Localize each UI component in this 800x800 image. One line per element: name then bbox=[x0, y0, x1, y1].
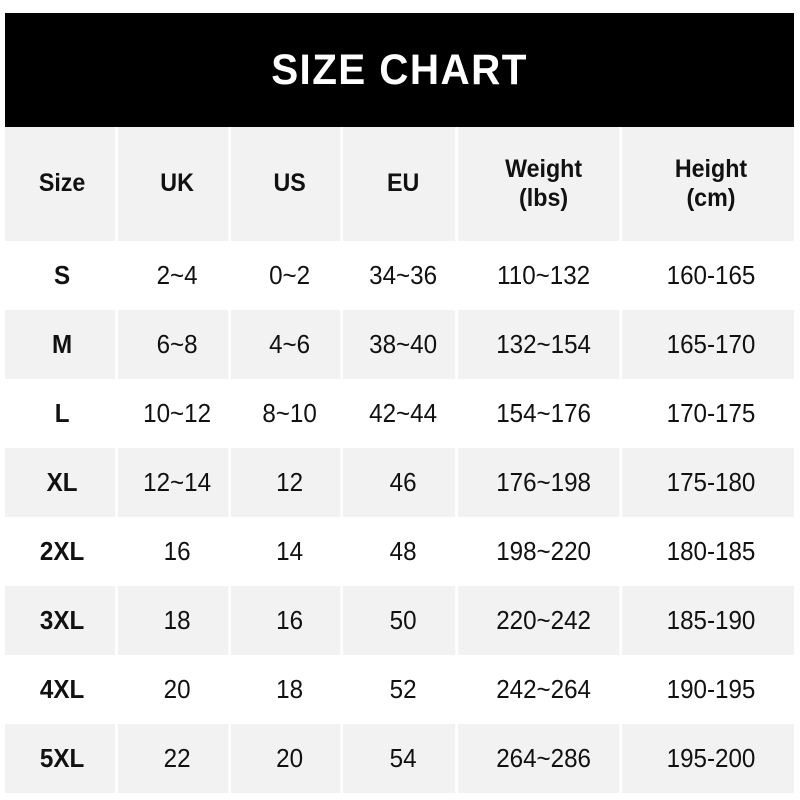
column-header-size: Size bbox=[9, 127, 118, 241]
cell-eu: 50 bbox=[351, 586, 458, 655]
table-row: 2XL 16 14 48 198~220 180-185 bbox=[5, 517, 794, 586]
cell-size: 4XL bbox=[9, 655, 118, 724]
cell-us: 18 bbox=[239, 655, 344, 724]
cell-weight: 154~176 bbox=[468, 379, 623, 448]
column-header-uk: UK bbox=[126, 127, 232, 241]
table-row: L 10~12 8~10 42~44 154~176 170-175 bbox=[5, 379, 794, 448]
table-row: 4XL 20 18 52 242~264 190-195 bbox=[5, 655, 794, 724]
table-row: 5XL 22 20 54 264~286 195-200 bbox=[5, 724, 794, 793]
column-header-weight-label: Weight bbox=[505, 154, 583, 183]
cell-eu: 54 bbox=[351, 724, 458, 793]
cell-us: 8~10 bbox=[239, 379, 344, 448]
cell-size: L bbox=[9, 379, 118, 448]
table-row: S 2~4 0~2 34~36 110~132 160-165 bbox=[5, 241, 794, 310]
cell-eu: 38~40 bbox=[351, 310, 458, 379]
table-header: Size UK US EU Weight (lbs) Height (cm) bbox=[5, 127, 794, 241]
cell-eu: 34~36 bbox=[351, 241, 458, 310]
column-header-us-label: US bbox=[273, 169, 306, 198]
cell-height: 185-190 bbox=[666, 605, 756, 635]
cell-uk: 10~12 bbox=[126, 379, 232, 448]
cell-weight: 110~132 bbox=[468, 241, 623, 310]
cell-uk: 16 bbox=[126, 517, 232, 586]
cell-size: 5XL bbox=[9, 724, 118, 793]
cell-size: M bbox=[9, 310, 118, 379]
cell-eu: 52 bbox=[351, 655, 458, 724]
cell-height: 165-170 bbox=[666, 329, 756, 359]
cell-height: 170-175 bbox=[666, 398, 756, 428]
cell-eu: 46 bbox=[351, 448, 458, 517]
cell-size: S bbox=[9, 241, 118, 310]
cell-size: XL bbox=[9, 448, 118, 517]
cell-weight: 176~198 bbox=[468, 448, 623, 517]
column-header-size-label: Size bbox=[38, 169, 86, 198]
size-chart-container: SIZE CHART Size UK US EU bbox=[5, 13, 794, 793]
cell-size: 2XL bbox=[9, 517, 118, 586]
cell-weight: 242~264 bbox=[468, 655, 623, 724]
column-header-eu: EU bbox=[351, 127, 458, 241]
cell-height: 175-180 bbox=[666, 467, 756, 497]
column-header-height: Height (cm) bbox=[634, 127, 788, 241]
cell-weight: 198~220 bbox=[468, 517, 623, 586]
cell-uk: 12~14 bbox=[126, 448, 232, 517]
column-header-weight: Weight (lbs) bbox=[468, 127, 623, 241]
column-header-height-unit: (cm) bbox=[686, 184, 736, 212]
table-row: M 6~8 4~6 38~40 132~154 165-170 bbox=[5, 310, 794, 379]
cell-weight: 220~242 bbox=[468, 586, 623, 655]
cell-height: 180-185 bbox=[666, 536, 756, 566]
cell-uk: 22 bbox=[126, 724, 232, 793]
cell-uk: 20 bbox=[126, 655, 232, 724]
column-header-eu-label: EU bbox=[386, 169, 420, 198]
cell-height: 190-195 bbox=[666, 674, 756, 704]
cell-weight: 132~154 bbox=[468, 310, 623, 379]
table-row: 3XL 18 16 50 220~242 185-190 bbox=[5, 586, 794, 655]
column-header-weight-unit: (lbs) bbox=[519, 184, 569, 212]
cell-uk: 2~4 bbox=[126, 241, 232, 310]
size-chart-table: Size UK US EU Weight (lbs) Height (cm) bbox=[5, 127, 794, 793]
cell-height: 160-165 bbox=[666, 260, 756, 290]
cell-uk: 6~8 bbox=[126, 310, 232, 379]
cell-us: 4~6 bbox=[239, 310, 344, 379]
table-header-row: Size UK US EU Weight (lbs) Height (cm) bbox=[5, 127, 794, 241]
page-title: SIZE CHART bbox=[271, 45, 528, 94]
cell-weight: 264~286 bbox=[468, 724, 623, 793]
title-banner: SIZE CHART bbox=[5, 13, 794, 127]
cell-us: 12 bbox=[239, 448, 344, 517]
cell-us: 20 bbox=[239, 724, 344, 793]
cell-us: 16 bbox=[239, 586, 344, 655]
cell-eu: 48 bbox=[351, 517, 458, 586]
cell-size: 3XL bbox=[9, 586, 118, 655]
cell-us: 0~2 bbox=[239, 241, 344, 310]
column-header-us: US bbox=[239, 127, 344, 241]
table-row: XL 12~14 12 46 176~198 175-180 bbox=[5, 448, 794, 517]
table-body: S 2~4 0~2 34~36 110~132 160-165 M 6~8 4~6 38~40 13… bbox=[5, 241, 794, 793]
cell-eu: 42~44 bbox=[351, 379, 458, 448]
cell-height: 195-200 bbox=[666, 743, 756, 773]
cell-uk: 18 bbox=[126, 586, 232, 655]
column-header-height-label: Height bbox=[674, 154, 748, 183]
cell-us: 14 bbox=[239, 517, 344, 586]
column-header-uk-label: UK bbox=[160, 169, 194, 198]
